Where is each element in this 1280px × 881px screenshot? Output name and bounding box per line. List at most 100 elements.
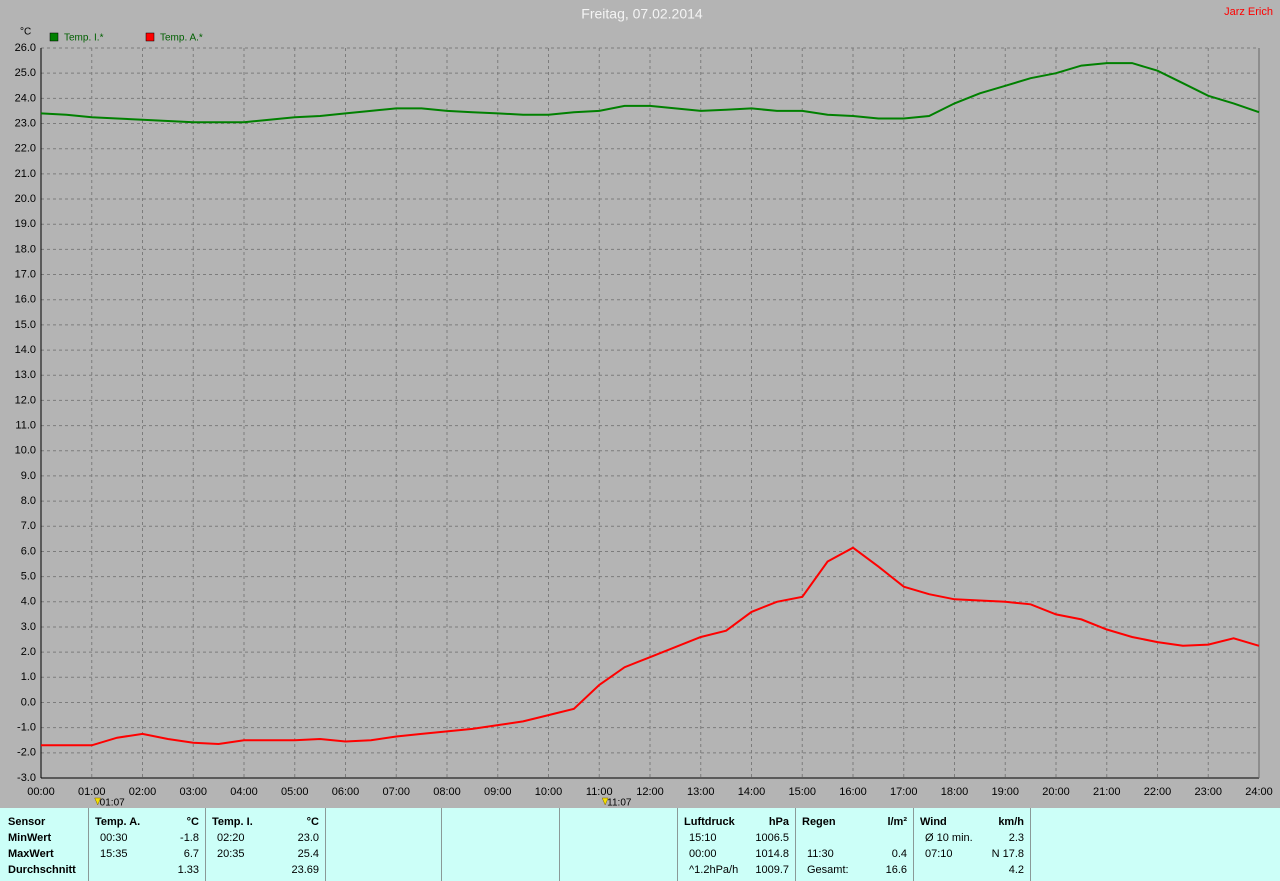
x-tick-label: 08:00: [433, 786, 461, 798]
y-tick-label: 19.0: [15, 218, 36, 230]
cell-left: 11:30: [807, 848, 834, 860]
y-tick-label: 26.0: [15, 42, 36, 54]
cell-left: 00:30: [100, 832, 128, 844]
x-tick-label: 07:00: [382, 786, 410, 798]
y-unit: °C: [20, 27, 31, 38]
x-tick-label: 20:00: [1042, 786, 1070, 798]
y-tick-label: 12.0: [15, 394, 36, 406]
panel-unit: °C: [186, 816, 199, 828]
y-tick-label: 3.0: [21, 621, 36, 633]
cell-value: 1006.5: [755, 832, 789, 844]
x-tick-label: 11:00: [586, 786, 613, 798]
y-tick-label: 8.0: [21, 495, 36, 507]
cell-value: 0.4: [891, 848, 907, 860]
series-line: [40, 62, 1260, 124]
legend-swatch: [49, 32, 59, 42]
marker-icon: [94, 797, 102, 806]
y-tick-label: 14.0: [15, 344, 36, 356]
cell-value: -1.8: [180, 832, 199, 844]
cell-value: 23.0: [297, 832, 319, 844]
y-tick-label: -2.0: [17, 747, 36, 759]
y-tick-label: 10.0: [15, 445, 36, 457]
y-tick-label: 20.0: [15, 193, 36, 205]
y-tick-label: 25.0: [15, 67, 36, 79]
x-tick-label: 14:00: [738, 786, 766, 798]
panel-unit: l/m²: [887, 816, 907, 828]
cell-value: 1.33: [177, 864, 199, 876]
divider: [441, 808, 442, 881]
y-tick-label: -1.0: [17, 722, 36, 734]
marker-icon: [601, 797, 609, 806]
y-tick-label: 17.0: [15, 268, 36, 280]
author: Jarz Erich: [1224, 6, 1273, 18]
y-tick-label: 1.0: [21, 671, 36, 683]
y-tick-label: 4.0: [21, 596, 36, 608]
x-tick-label: 21:00: [1093, 786, 1121, 798]
legend-label: Temp. A.*: [160, 33, 203, 44]
panel-header: Regen: [802, 816, 836, 828]
y-tick-label: 5.0: [21, 571, 36, 583]
divider: [677, 808, 678, 881]
legend-swatch: [145, 32, 155, 42]
panel-header: Luftdruck: [684, 816, 735, 828]
y-tick-label: 11.0: [15, 419, 36, 431]
cell-left: Ø 10 min.: [925, 832, 973, 844]
x-tick-label: 03:00: [179, 786, 207, 798]
divider: [1030, 808, 1031, 881]
y-tick-label: 2.0: [21, 646, 36, 658]
cell-left: 07:10: [925, 848, 953, 860]
cell-left: 20:35: [217, 848, 245, 860]
y-tick-label: 13.0: [15, 369, 36, 381]
row-label: MinWert: [8, 832, 52, 844]
marker-label: 01:07: [100, 798, 125, 808]
cell-left: 15:10: [689, 832, 717, 844]
y-tick-label: 0.0: [21, 696, 36, 708]
x-tick-label: 23:00: [1194, 786, 1222, 798]
cell-value: 1009.7: [755, 864, 789, 876]
x-tick-label: 04:00: [230, 786, 258, 798]
cell-value: 6.7: [183, 848, 199, 860]
cell-value: 25.4: [297, 848, 319, 860]
chart-title: Freitag, 07.02.2014: [581, 6, 703, 22]
y-tick-label: 24.0: [15, 92, 36, 104]
cell-value: 2.3: [1008, 832, 1024, 844]
divider: [795, 808, 796, 881]
divider: [88, 808, 89, 881]
x-tick-label: 02:00: [129, 786, 157, 798]
y-tick-label: 18.0: [15, 243, 36, 255]
x-tick-label: 18:00: [941, 786, 969, 798]
legend-label: Temp. I.*: [64, 33, 104, 44]
cell-value: 16.6: [885, 864, 907, 876]
x-tick-label: 09:00: [484, 786, 512, 798]
cell-left: Gesamt:: [807, 864, 849, 876]
y-tick-label: 23.0: [15, 117, 36, 129]
x-tick-label: 16:00: [839, 786, 867, 798]
divider: [913, 808, 914, 881]
x-tick-label: 15:00: [788, 786, 816, 798]
cell-left: 15:35: [100, 848, 128, 860]
x-tick-label: 10:00: [535, 786, 563, 798]
panel-header: Wind: [920, 816, 947, 828]
x-tick-label: 22:00: [1144, 786, 1172, 798]
marker-label: 11:07: [607, 798, 632, 808]
x-tick-label: 01:00: [78, 786, 106, 798]
x-tick-label: 24:00: [1245, 786, 1273, 798]
row-label: MaxWert: [8, 848, 54, 860]
x-tick-label: 13:00: [687, 786, 715, 798]
chart: Freitag, 07.02.2014 Jarz Erich °C -3.0 -2…: [15, 6, 1273, 808]
cell-value: N 17.8: [991, 848, 1024, 860]
divider: [325, 808, 326, 881]
y-tick-label: 21.0: [15, 168, 36, 180]
x-tick-label: 06:00: [332, 786, 360, 798]
panel-header: Temp. I.: [212, 816, 253, 828]
panel-header: Temp. A.: [95, 816, 141, 828]
divider: [205, 808, 206, 881]
x-tick-label: 12:00: [636, 786, 664, 798]
panel-unit: °C: [306, 816, 319, 828]
x-tick-label: 05:00: [281, 786, 309, 798]
y-tick-label: 9.0: [21, 470, 36, 482]
x-tick-label: 19:00: [991, 786, 1019, 798]
y-tick-label: -3.0: [17, 772, 36, 784]
stats-panel: Sensor MinWert MaxWert Durchschnitt Temp. A.…: [0, 808, 1280, 881]
